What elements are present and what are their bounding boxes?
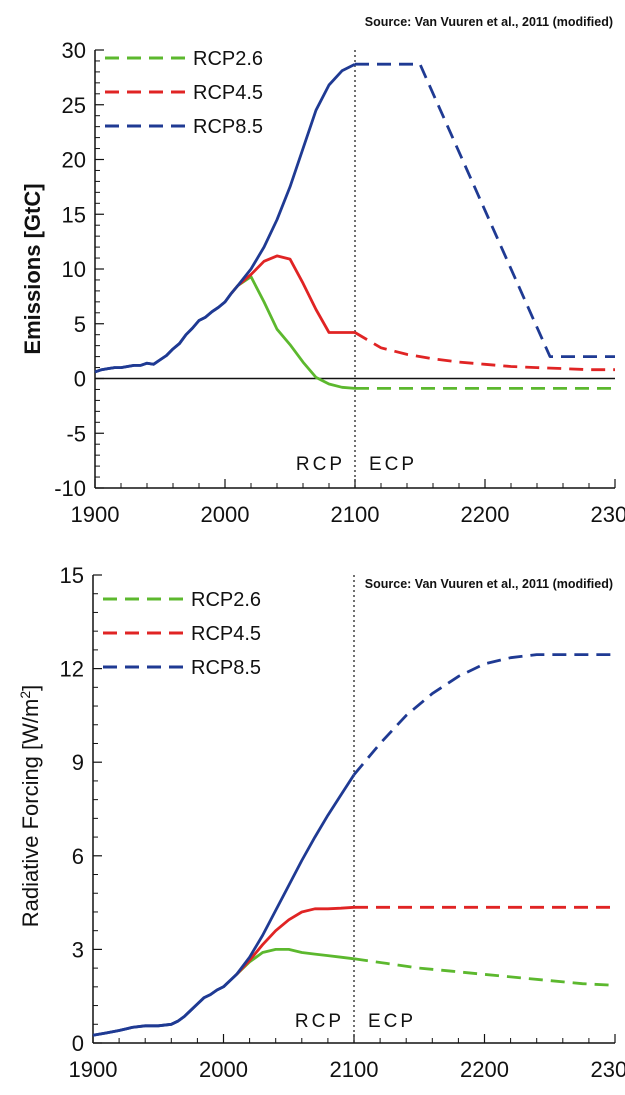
forcing-historical-line-overlay (92, 973, 238, 1037)
emissions-historical-line (94, 292, 233, 374)
forcing-rcp26-rcp-line (235, 948, 355, 976)
emissions-y-tick-label: 0 (74, 367, 86, 392)
emissions-rcp85-rcp-line (230, 62, 356, 295)
forcing-legend-label-rcp26: RCP2.6 (191, 589, 261, 611)
forcing-y-axis-title-sup: 2 (17, 691, 33, 699)
emissions-y-tick-label: -5 (66, 421, 86, 446)
emissions-y-tick-label: 30 (62, 38, 86, 63)
emissions-x-tick-label: 2200 (461, 502, 510, 527)
emissions-x-tick-label: 2300 (591, 502, 625, 527)
forcing-rcp85-ecp-line (352, 653, 615, 776)
emissions-chart: Source: Van Vuuren et al., 2011 (modifie… (20, 15, 625, 527)
forcing-y-tick-label: 6 (72, 844, 84, 869)
forcing-x-tick-label: 2000 (199, 1057, 248, 1082)
forcing-x-tick-label: 2300 (591, 1057, 625, 1082)
forcing-y-axis-title-end: ] (18, 685, 43, 691)
forcing-y-axis-title-main: Radiative Forcing [W/m (18, 699, 43, 928)
emissions-rcp-period-label: RCP (296, 454, 345, 475)
forcing-rcp26-ecp-line (353, 957, 616, 987)
forcing-legend-label-rcp85: RCP8.5 (191, 657, 261, 679)
forcing-y-tick-label: 12 (60, 657, 84, 682)
forcing-rcp85-rcp-line (235, 773, 356, 976)
emissions-x-tick-label: 2000 (201, 502, 250, 527)
emissions-y-tick-label: 10 (62, 257, 86, 282)
emissions-legend-label-rcp85: RCP8.5 (193, 116, 263, 138)
emissions-y-tick-label: 25 (62, 93, 86, 118)
forcing-legend-label-rcp45: RCP4.5 (191, 623, 261, 645)
emissions-y-tick-label: -10 (54, 476, 86, 501)
emissions-ecp-period-label: ECP (369, 454, 417, 475)
forcing-chart: Source: Van Vuuren et al., 2011 (modifie… (17, 563, 625, 1082)
forcing-source-note: Source: Van Vuuren et al., 2011 (modifie… (365, 577, 613, 591)
forcing-y-tick-label: 15 (60, 563, 84, 588)
emissions-x-tick-label: 1900 (71, 502, 120, 527)
emissions-legend-label-rcp26: RCP2.6 (193, 48, 263, 70)
forcing-rcp45-rcp-line (235, 905, 355, 976)
emissions-y-axis-title: Emissions [GtC] (20, 183, 45, 354)
emissions-source-note: Source: Van Vuuren et al., 2011 (modifie… (365, 15, 613, 29)
forcing-x-tick-label: 2100 (330, 1057, 379, 1082)
emissions-x-tick-label: 2100 (331, 502, 380, 527)
forcing-plot-area: 0 3 6 9 12 15 1900 2000 2100 2200 2300 RCP ECP RCP2.6… (60, 563, 625, 1082)
forcing-y-tick-label: 3 (72, 937, 84, 962)
forcing-x-tick-label: 1900 (69, 1057, 118, 1082)
forcing-y-tick-label: 9 (72, 750, 84, 775)
emissions-y-tick-label: 20 (62, 148, 86, 173)
emissions-rcp85-ecp-line (355, 62, 615, 359)
emissions-historical-line-overlay (94, 292, 233, 374)
emissions-plot-area: -10 -5 0 5 10 15 20 25 30 1900 2000 2100 2200 2300 RCP… (54, 38, 625, 527)
emissions-rcp45-rcp-line (230, 254, 355, 334)
emissions-rcp45-ecp-line (354, 331, 615, 372)
forcing-x-tick-label: 2200 (460, 1057, 509, 1082)
forcing-y-axis-title: Radiative Forcing [W/m2] (17, 685, 43, 928)
forcing-y-tick-label: 0 (72, 1031, 84, 1056)
emissions-y-tick-label: 15 (62, 202, 86, 227)
forcing-rcp-period-label: RCP (295, 1011, 344, 1032)
emissions-y-tick-label: 5 (74, 312, 86, 337)
forcing-ecp-period-label: ECP (368, 1011, 416, 1032)
emissions-legend-label-rcp45: RCP4.5 (193, 82, 263, 104)
